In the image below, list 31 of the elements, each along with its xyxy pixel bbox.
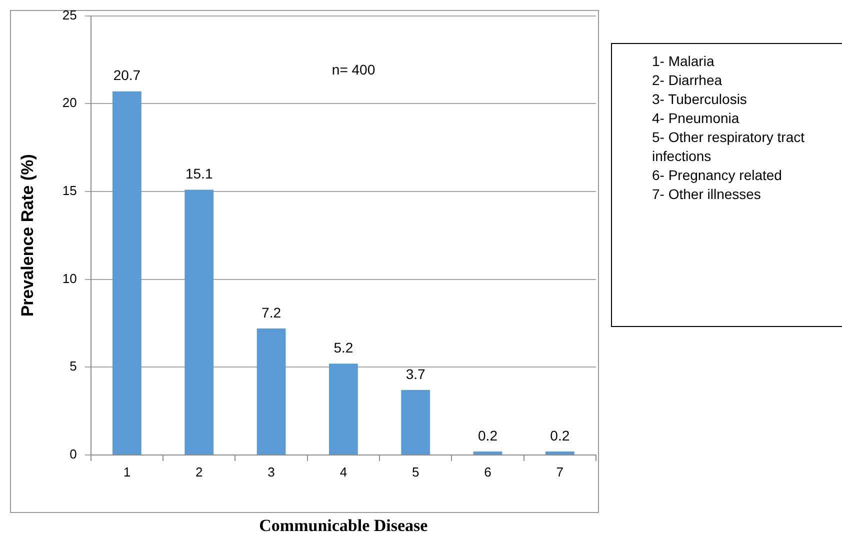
data-label: 0.2 [478,427,498,444]
bar [401,390,430,454]
bar [329,364,358,454]
y-tick-label: 10 [62,270,77,286]
y-axis-title: Prevalence Rate (%) [18,154,37,317]
data-label: 3.7 [406,366,426,382]
x-axis-title: Communicable Disease [259,516,428,536]
bar [112,91,142,454]
data-label: 7.2 [262,304,282,320]
key-box: 1- Malaria 2- Diarrhea 3- Tuberculosis 4- Pneumonia 5- Other respiratory tract infections 6- Pregnancy related 7- Other illnesses [611,43,842,327]
y-tick-label: 15 [62,183,77,198]
y-tick-label: 0 [70,446,77,462]
y-tick-label: 20 [62,95,77,110]
bar [184,190,214,454]
data-label: 15.1 [185,166,213,182]
x-tick-label: 5 [412,464,420,480]
x-tick-label: 1 [123,464,131,480]
data-label: 5.2 [334,340,354,356]
annotation: n= 400 [332,62,376,78]
bar [545,451,574,454]
y-tick-label: 5 [70,358,77,374]
bar [256,328,286,454]
x-tick-label: 7 [556,464,564,480]
data-label: 0.2 [550,427,570,444]
y-tick-label: 25 [62,7,77,22]
x-tick-label: 4 [340,464,348,480]
bar [473,451,502,454]
data-label: 20.7 [113,67,141,84]
x-tick-label: 6 [484,464,492,480]
x-tick-label: 3 [268,464,275,480]
x-tick-label: 2 [195,464,203,480]
